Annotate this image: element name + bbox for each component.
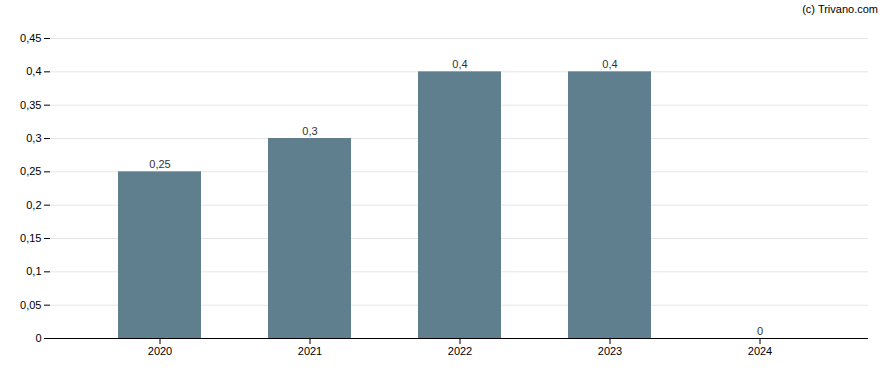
svg-text:0,2: 0,2 xyxy=(26,199,41,211)
svg-text:0,4: 0,4 xyxy=(26,65,41,77)
svg-text:2023: 2023 xyxy=(598,345,622,357)
svg-text:0,45: 0,45 xyxy=(20,32,41,44)
svg-text:0,3: 0,3 xyxy=(302,125,317,137)
svg-text:0,25: 0,25 xyxy=(20,165,41,177)
svg-text:0,05: 0,05 xyxy=(20,299,41,311)
svg-text:0,15: 0,15 xyxy=(20,232,41,244)
svg-text:2020: 2020 xyxy=(148,345,172,357)
svg-text:0: 0 xyxy=(757,325,763,337)
svg-text:0,4: 0,4 xyxy=(452,58,467,70)
svg-text:0,4: 0,4 xyxy=(602,58,617,70)
svg-text:0: 0 xyxy=(35,332,41,344)
html-text:(c) Trivano.com: (c) Trivano.com xyxy=(802,3,878,15)
svg-text:2021: 2021 xyxy=(298,345,322,357)
svg-text:0,1: 0,1 xyxy=(26,265,41,277)
svg-text:0,35: 0,35 xyxy=(20,99,41,111)
svg-text:0,25: 0,25 xyxy=(149,158,170,170)
svg-text:2024: 2024 xyxy=(748,345,772,357)
svg-text:0,3: 0,3 xyxy=(26,132,41,144)
svg-text:2022: 2022 xyxy=(448,345,472,357)
